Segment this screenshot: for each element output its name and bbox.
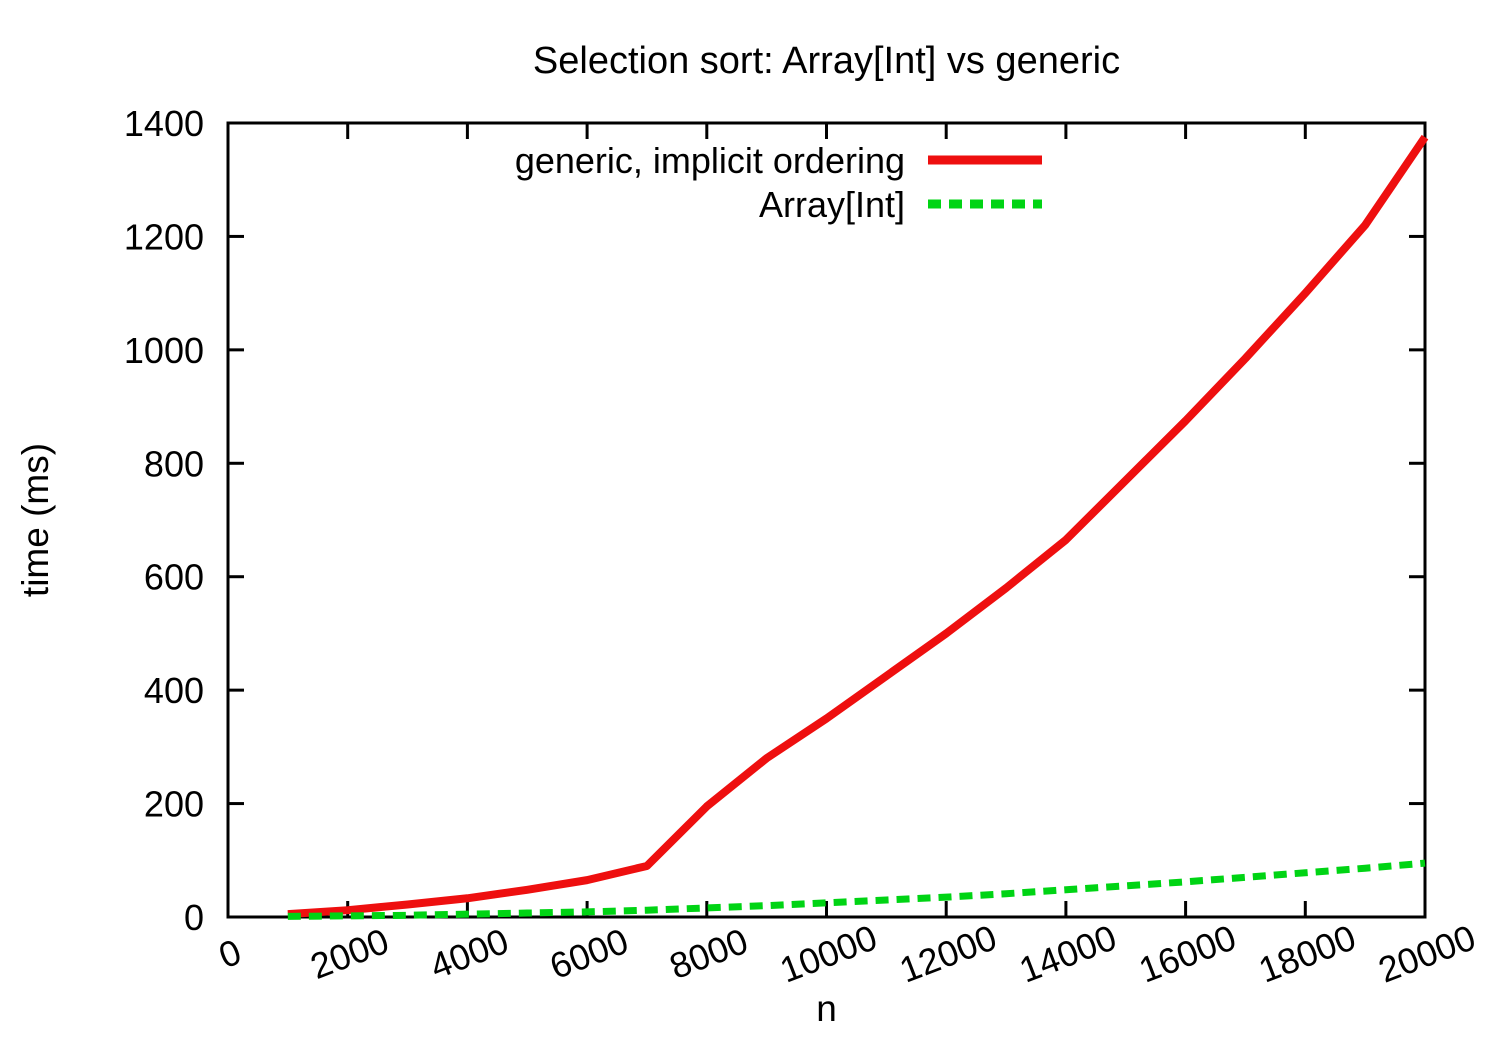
series-line-array-int- [287,859,1426,920]
chart-title: Selection sort: Array[Int] vs generic [532,40,1121,82]
x-tick-label: 16000 [1133,916,1241,990]
x-tick-label: 8000 [664,920,753,987]
x-tick-label: 10000 [774,916,882,990]
y-tick-label: 1200 [124,216,204,257]
y-tick-label: 1000 [124,330,204,371]
y-tick-label: 0 [184,897,204,938]
x-tick-label: 12000 [894,916,1002,990]
series-line-generic-implicit-ordering [287,134,1429,919]
x-tick-label: 14000 [1014,916,1122,990]
x-tick-label: 0 [213,931,246,976]
y-tick-label: 200 [144,784,204,825]
x-tick-label: 2000 [305,920,394,987]
y-tick-label: 400 [144,670,204,711]
x-tick-label: 20000 [1373,916,1481,990]
y-tick-label: 800 [144,443,204,484]
x-tick-label: 4000 [424,920,513,987]
x-tick-label: 18000 [1253,916,1361,990]
y-tick-label: 600 [144,557,204,598]
x-tick-label: 6000 [544,920,633,987]
y-tick-label: 1400 [124,103,204,144]
plot-border [226,121,1427,919]
legend-label: Array[Int] [759,184,905,225]
y-axis-title: time (ms) [15,442,56,598]
legend-label: generic, implicit ordering [515,140,905,181]
x-axis-title: n [816,988,837,1029]
